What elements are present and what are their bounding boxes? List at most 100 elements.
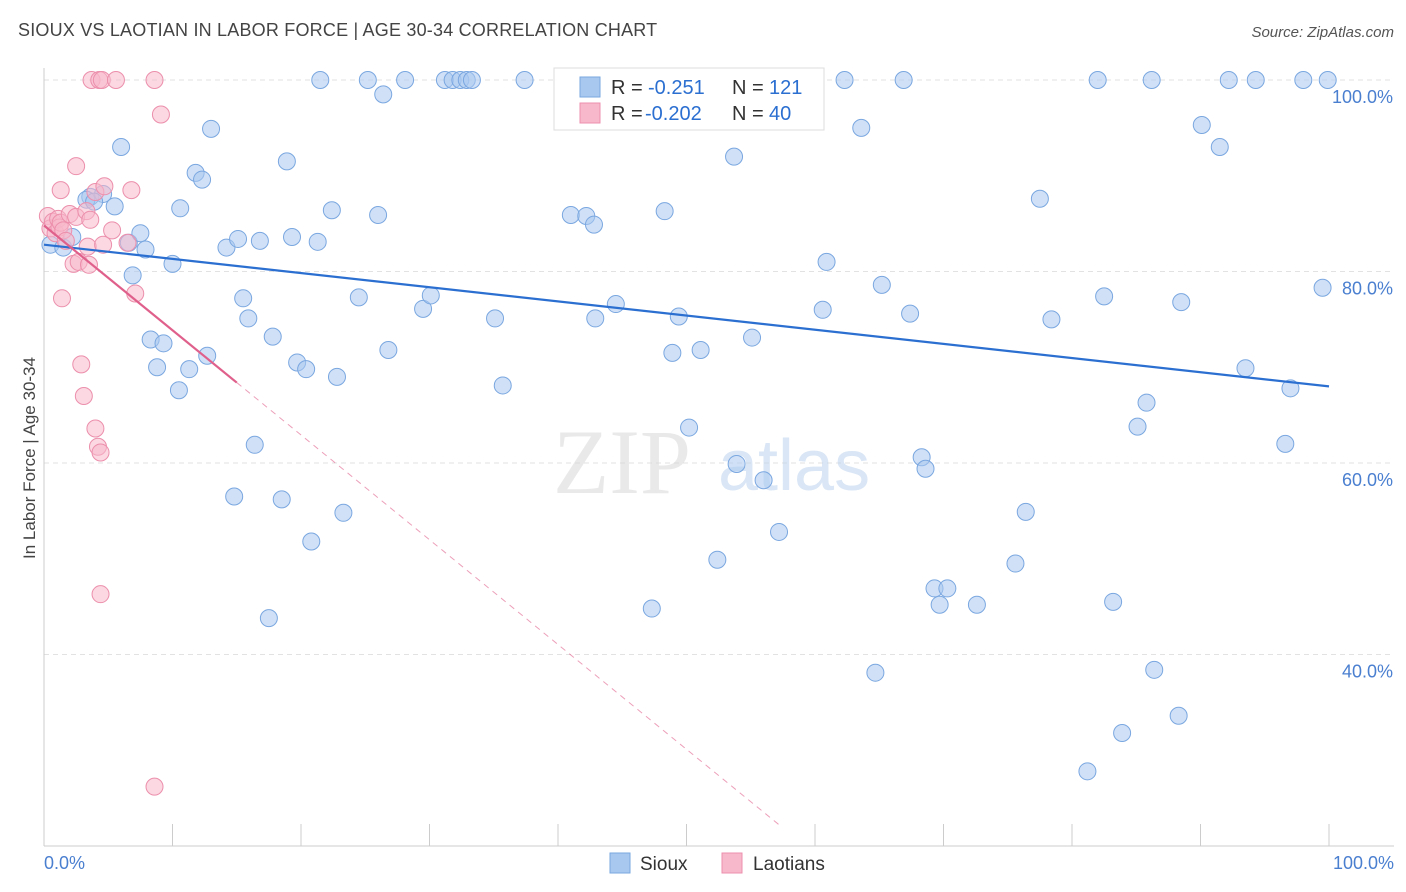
data-point-sioux	[272, 490, 291, 509]
data-point-sioux	[1113, 724, 1132, 743]
data-point-sioux	[193, 170, 212, 189]
data-point-laotians	[103, 221, 122, 240]
data-point-sioux	[938, 579, 957, 598]
data-point-sioux	[1016, 502, 1035, 521]
data-points	[38, 71, 1337, 796]
data-point-sioux	[225, 487, 244, 506]
data-point-sioux	[327, 367, 346, 386]
stats-n-value-laotians: 40	[769, 103, 791, 125]
legend-label-sioux: Sioux	[640, 854, 688, 875]
y-tick-label: 100.0%	[1332, 87, 1393, 107]
data-point-sioux	[852, 118, 871, 137]
trend-line-laotians	[43, 224, 238, 384]
data-point-sioux	[669, 307, 688, 326]
tick-labels: 40.0% 60.0% 80.0% 100.0% 0.0% 100.0%	[44, 87, 1394, 873]
y-axis-label: In Labor Force | Age 30-34	[20, 357, 39, 559]
trend-lines	[43, 224, 1330, 828]
data-point-sioux	[725, 147, 744, 166]
data-point-laotians	[74, 386, 93, 405]
data-point-sioux	[493, 376, 512, 395]
data-point-sioux	[379, 341, 398, 360]
data-point-sioux	[872, 275, 891, 294]
data-point-sioux	[770, 522, 789, 541]
x-tick-label: 0.0%	[44, 853, 85, 873]
data-point-sioux	[234, 289, 253, 308]
data-point-laotians	[145, 777, 164, 796]
data-point-sioux	[1236, 359, 1255, 378]
stats-n-label-laotians: N =	[732, 103, 764, 125]
data-point-sioux	[1172, 293, 1191, 312]
data-point-laotians	[72, 355, 91, 374]
data-point-sioux	[743, 328, 762, 347]
data-point-sioux	[1137, 393, 1156, 412]
trend-line-sioux	[43, 243, 1330, 388]
data-point-sioux	[322, 201, 341, 220]
data-point-laotians	[56, 231, 75, 250]
chart-source: Source: ZipAtlas.com	[1251, 24, 1394, 41]
axes	[43, 68, 1394, 847]
data-point-sioux	[1078, 762, 1097, 781]
data-point-laotians	[151, 105, 170, 124]
legend-label-laotians: Laotians	[753, 854, 825, 875]
data-point-sioux	[1088, 71, 1107, 89]
stats-r-value-laotians: -0.202	[645, 103, 702, 125]
data-point-sioux	[154, 334, 173, 353]
data-point-sioux	[1210, 138, 1229, 157]
data-point-sioux	[396, 71, 415, 89]
data-point-sioux	[1219, 71, 1238, 89]
data-point-sioux	[642, 599, 661, 618]
data-point-sioux	[606, 295, 625, 314]
data-point-sioux	[198, 346, 217, 365]
data-point-sioux	[421, 286, 440, 305]
data-point-sioux	[462, 71, 481, 89]
data-point-laotians	[106, 71, 125, 89]
data-point-sioux	[1104, 592, 1123, 611]
data-point-sioux	[1095, 287, 1114, 306]
stats-r-value-sioux: -0.251	[648, 77, 705, 99]
data-point-laotians	[94, 235, 113, 254]
stats-n-label-sioux: N =	[732, 77, 764, 99]
data-point-sioux	[901, 304, 920, 323]
data-point-laotians	[51, 181, 70, 200]
data-point-sioux	[813, 300, 832, 319]
stats-legend-swatch-sioux	[579, 76, 601, 98]
bottom-legend: Sioux Laotians	[609, 852, 825, 875]
data-point-sioux	[123, 266, 142, 285]
data-point-sioux	[112, 138, 131, 157]
data-point-laotians	[91, 585, 110, 604]
data-point-sioux	[1006, 554, 1025, 573]
data-point-sioux	[369, 206, 388, 225]
stats-r-label-laotians: R =	[611, 103, 643, 125]
data-point-sioux	[561, 206, 580, 225]
data-point-laotians	[78, 237, 97, 256]
data-point-sioux	[727, 454, 746, 473]
data-point-sioux	[229, 229, 248, 248]
data-point-sioux	[349, 288, 368, 307]
stats-legend: R = -0.251 N = 121 R = -0.202 N = 40	[553, 67, 825, 131]
data-point-sioux	[136, 240, 155, 259]
data-point-sioux	[334, 503, 353, 522]
y-tick-label: 60.0%	[1342, 470, 1393, 490]
data-point-sioux	[374, 85, 393, 104]
data-point-laotians	[95, 177, 114, 196]
data-point-sioux	[586, 309, 605, 328]
data-point-sioux	[297, 360, 316, 379]
data-point-sioux	[250, 231, 269, 250]
data-point-sioux	[202, 119, 221, 138]
data-point-sioux	[358, 71, 377, 89]
legend-swatch-laotians	[721, 852, 743, 874]
data-point-sioux	[1128, 417, 1147, 436]
data-point-sioux	[302, 532, 321, 551]
data-point-sioux	[515, 71, 534, 89]
data-point-sioux	[1030, 189, 1049, 208]
data-point-sioux	[171, 199, 190, 218]
data-point-sioux	[894, 71, 913, 89]
data-point-sioux	[131, 224, 150, 243]
data-point-sioux	[308, 232, 327, 251]
data-point-laotians	[81, 210, 100, 229]
data-point-sioux	[967, 595, 986, 614]
data-point-sioux	[1142, 71, 1161, 89]
watermark-zip: ZIP	[553, 411, 691, 513]
data-point-sioux	[866, 663, 885, 682]
